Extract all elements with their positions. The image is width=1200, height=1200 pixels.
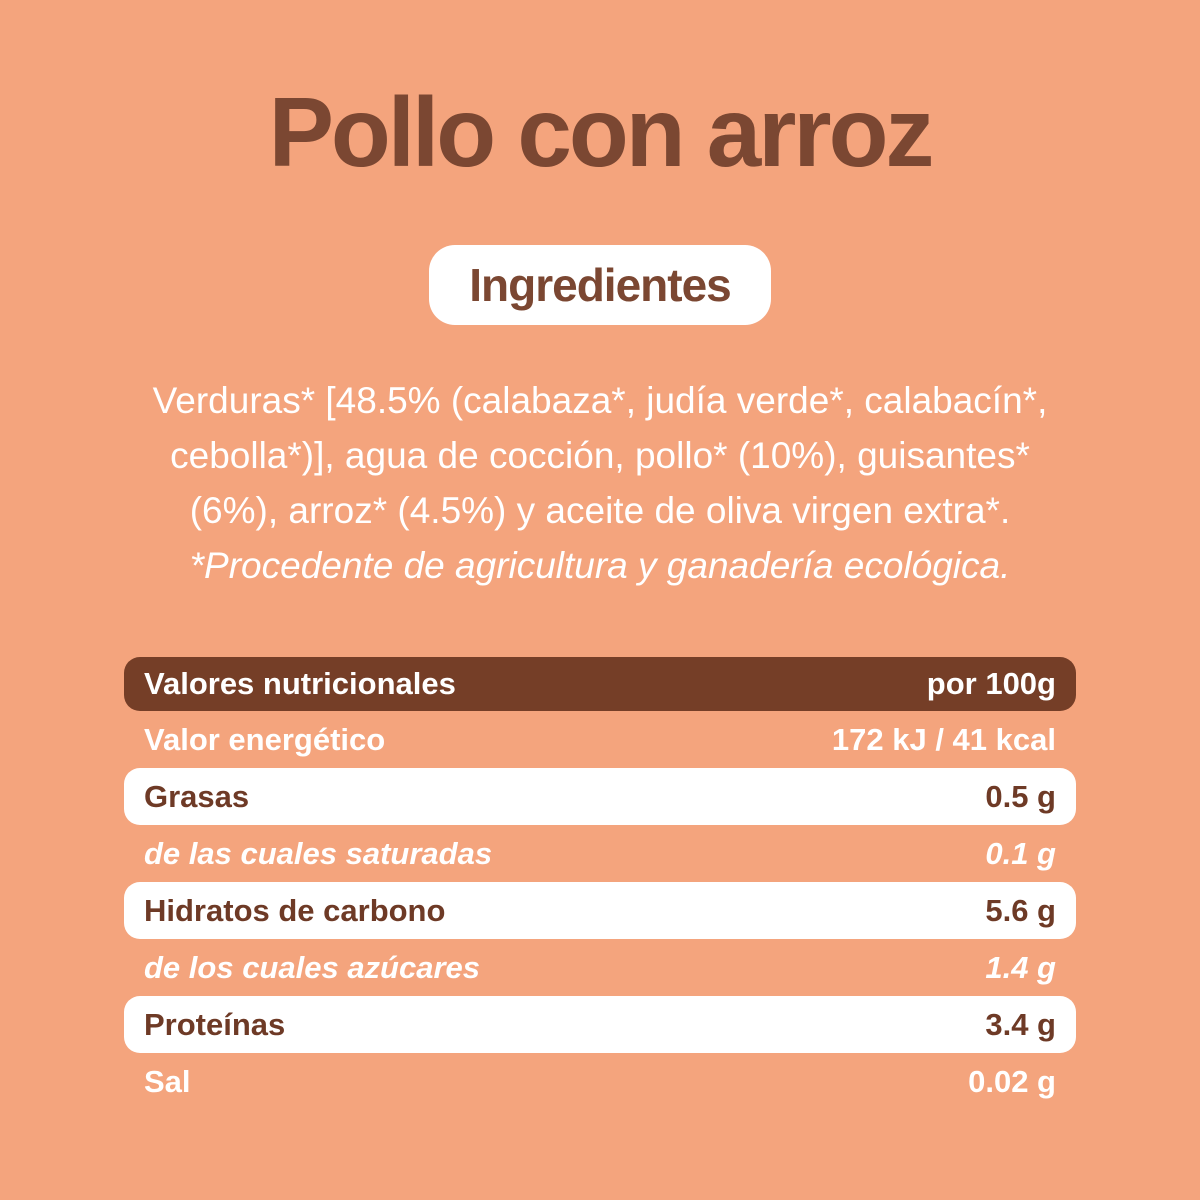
nutrient-value: 3.4 g (985, 1006, 1056, 1042)
nutrition-row: Valor energético 172 kJ / 41 kcal (124, 711, 1076, 768)
nutrition-table-rows: Valor energético 172 kJ / 41 kcal Grasas… (124, 711, 1076, 1110)
nutrition-row: Sal 0.02 g (124, 1053, 1076, 1110)
ingredients-text: Verduras* [48.5% (calabaza*, judía verde… (0, 373, 1200, 593)
nutrient-label: de las cuales saturadas (144, 835, 493, 871)
page-title: Pollo con arroz (268, 77, 935, 187)
nutrient-label: Proteínas (144, 1006, 286, 1042)
nutrient-value: 0.5 g (985, 778, 1056, 814)
table-header-per: por 100g (926, 666, 1056, 701)
nutrition-row: de las cuales saturadas 0.1 g (124, 825, 1076, 882)
nutrition-table: Valores nutricionales por 100g Valor ene… (124, 657, 1076, 1110)
nutrient-label: Sal (144, 1063, 191, 1099)
nutrient-value: 5.6 g (985, 892, 1056, 928)
ingredients-badge-container: Ingredientes (0, 245, 1200, 325)
nutrition-row: Grasas 0.5 g (124, 768, 1076, 825)
nutrition-table-header: Valores nutricionales por 100g (124, 657, 1076, 711)
nutrient-label: Grasas (144, 778, 250, 814)
ingredients-line-1: Verduras* [48.5% (calabaza*, judía verde… (152, 380, 1048, 421)
table-header-label: Valores nutricionales (144, 666, 456, 701)
nutrition-row: Proteínas 3.4 g (124, 996, 1076, 1053)
nutrient-label: Valor energético (144, 721, 386, 757)
organic-note: *Procedente de agricultura y ganadería e… (189, 545, 1011, 586)
nutrient-label: de los cuales azúcares (144, 949, 481, 985)
nutrient-label: Hidratos de carbono (144, 892, 446, 928)
ingredients-line-2: cebolla*)], agua de cocción, pollo* (10%… (170, 435, 1030, 476)
nutrient-value: 0.02 g (968, 1063, 1056, 1099)
nutrient-value: 1.4 g (985, 949, 1056, 985)
nutrition-row: Hidratos de carbono 5.6 g (124, 882, 1076, 939)
nutrition-row: de los cuales azúcares 1.4 g (124, 939, 1076, 996)
ingredients-badge: Ingredientes (429, 245, 771, 325)
ingredients-line-3: (6%), arroz* (4.5%) y aceite de oliva vi… (189, 490, 1011, 531)
nutrient-value: 0.1 g (985, 835, 1056, 871)
nutrient-value: 172 kJ / 41 kcal (831, 721, 1056, 757)
